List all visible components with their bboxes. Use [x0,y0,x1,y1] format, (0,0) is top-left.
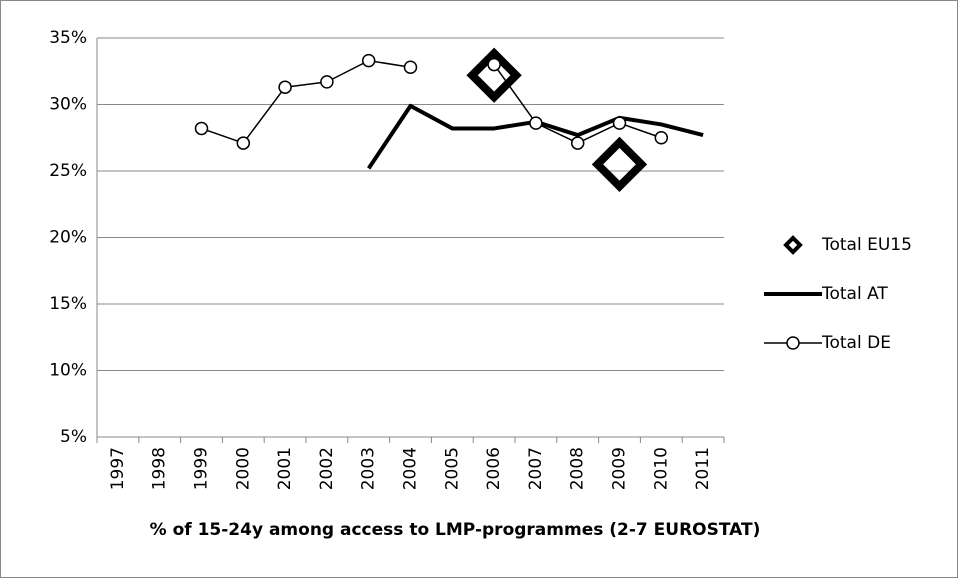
x-axis-title: % of 15-24y among access to LMP-programm… [150,520,761,540]
data-point [278,80,292,94]
x-tick-label: 1997 [108,447,128,490]
x-tick-label: 2005 [442,447,462,490]
x-tick-label: 1998 [150,447,170,490]
x-tick-label: 2003 [359,447,379,490]
x-tick-label: 2004 [401,447,421,490]
data-point [403,60,418,75]
legend-marker [786,336,800,350]
legend-label: Total AT [821,284,888,304]
data-point [570,136,585,150]
data-point [466,47,522,103]
x-tick-label: 1999 [192,447,212,490]
data-point [612,116,627,130]
x-tick-label: 2010 [651,447,671,490]
legend-label: Total DE [821,333,891,353]
x-tick-label: 2006 [484,447,504,490]
data-point [529,116,543,130]
data-point [591,136,648,193]
data-point [654,131,669,145]
y-tick-label: 25% [49,161,87,181]
x-tick-label: 2001 [275,447,295,490]
data-point [320,75,334,89]
y-tick-label: 20% [49,228,87,248]
x-tick-label: 2011 [693,447,713,490]
x-tick-label: 2002 [317,447,337,490]
legend-marker [783,235,803,255]
legend-label: Total EU15 [821,235,912,255]
y-tick-label: 35% [49,28,87,48]
y-tick-label: 5% [60,427,87,447]
x-tick-label: 2007 [526,447,546,490]
y-tick-label: 15% [49,294,87,314]
data-point [236,136,251,150]
data-point [361,53,376,68]
data-point [487,57,501,72]
y-tick-label: 30% [49,95,87,115]
x-tick-label: 2008 [568,447,588,490]
x-tick-label: 2009 [610,447,630,490]
data-point [194,121,209,136]
y-tick-label: 10% [49,361,87,381]
x-tick-label: 2000 [233,447,253,490]
